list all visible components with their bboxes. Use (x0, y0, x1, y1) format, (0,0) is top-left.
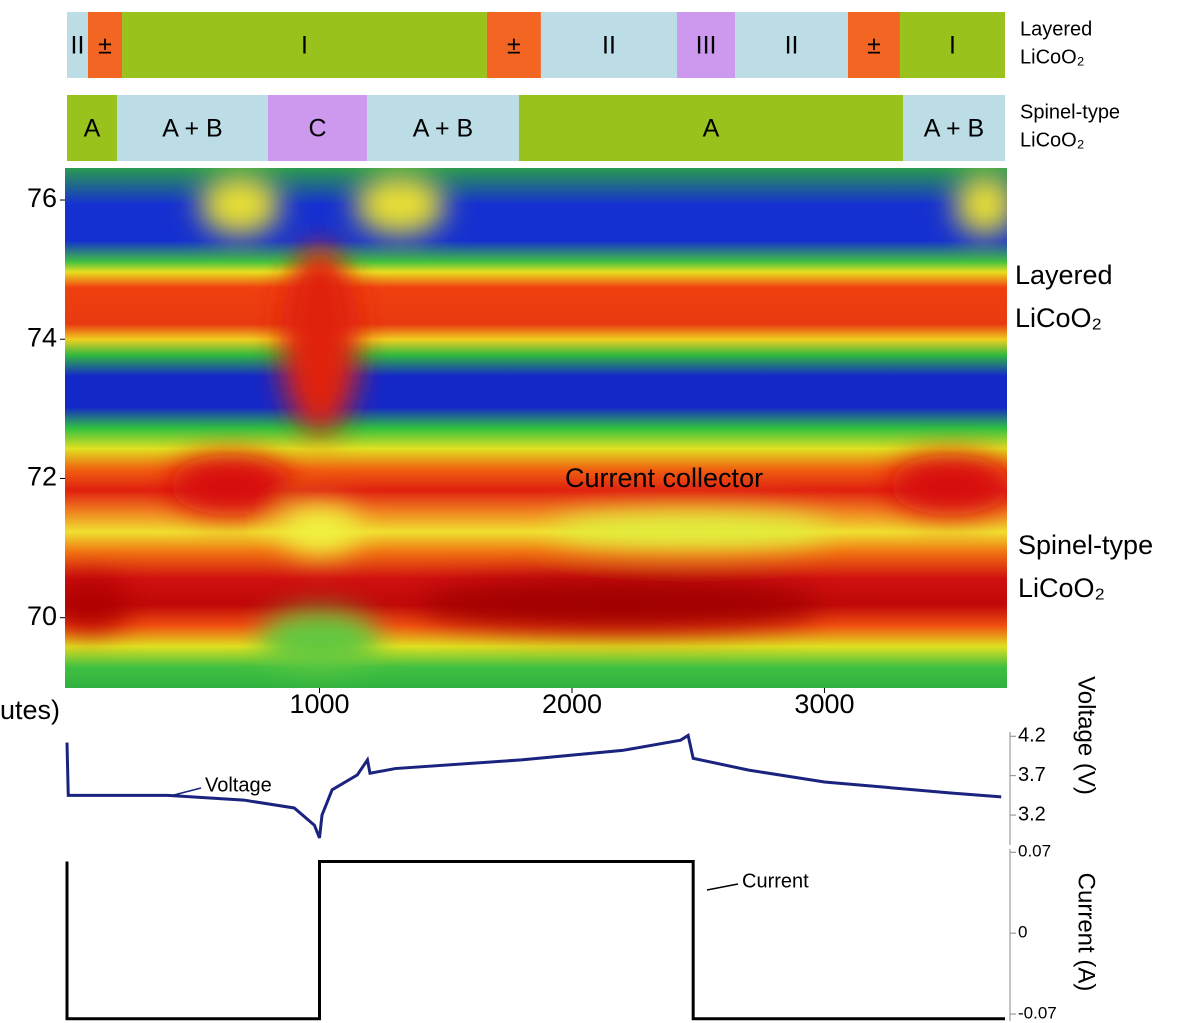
phase-label: II (602, 32, 616, 60)
phase-label: A + B (924, 115, 984, 143)
phase-label: A (703, 115, 720, 143)
phase-segment (518, 95, 903, 161)
y-tick-label: 3.7 (1018, 764, 1046, 786)
phase-title: Spinel-type (1020, 101, 1120, 123)
phase-segment (486, 12, 541, 78)
phase-label: I (949, 32, 956, 60)
y-tick-label: 3.2 (1018, 803, 1046, 825)
y-tick-label: -0.07 (1018, 1004, 1057, 1023)
y-tick-label: 0 (1018, 923, 1027, 942)
series-label: Voltage (205, 774, 272, 796)
y-tick-label: 4.2 (1018, 725, 1046, 747)
phase-label: A (84, 115, 101, 143)
phase-label: II (71, 32, 85, 60)
phase-label: ± (98, 32, 112, 60)
series-line (65, 859, 1005, 1021)
phase-label: ± (507, 32, 521, 60)
y-tick-label: 72 (27, 462, 57, 492)
annotation-arrow (169, 787, 202, 797)
annotation: Current collector (565, 463, 763, 493)
x-tick-label: 1000 (289, 689, 349, 719)
phase-label: II (785, 32, 799, 60)
phase-segment (677, 12, 736, 78)
phase-label: ± (867, 32, 881, 60)
annotation: Spinel-type (1018, 530, 1153, 560)
y-tick-label: 0.07 (1018, 842, 1051, 861)
phase-title: LiCoO₂ (1020, 46, 1084, 68)
phase-label: III (696, 32, 717, 60)
y-tick-label: 70 (27, 601, 57, 631)
x-tick-label: 2000 (542, 689, 602, 719)
phase-segment (67, 95, 117, 161)
phase-segment (540, 12, 678, 78)
annotation: LiCoO₂ (1018, 573, 1105, 603)
y-tick-label: 76 (27, 183, 57, 213)
phase-segment (67, 12, 88, 78)
phase-segment (116, 95, 268, 161)
phase-segment (366, 95, 519, 161)
phase-segment (847, 12, 900, 78)
heatmap (65, 168, 1007, 688)
x-tick-label: 3000 (794, 689, 854, 719)
annotation-arrow (706, 883, 739, 891)
phase-segment (902, 95, 1005, 161)
phase-label: I (301, 32, 308, 60)
y-axis-label: Current (A) (1073, 873, 1100, 992)
series-label: Current (742, 870, 809, 892)
phase-title: Layered (1020, 18, 1092, 40)
phase-segment (267, 95, 367, 161)
phase-segment (122, 12, 487, 78)
x-axis-label: utes) (0, 695, 60, 725)
y-tick-label: 74 (27, 322, 57, 352)
series-line (65, 733, 1002, 839)
phase-title: LiCoO₂ (1020, 129, 1084, 151)
phase-label: A + B (413, 115, 473, 143)
annotation: Layered (1015, 260, 1113, 290)
phase-label: A + B (162, 115, 222, 143)
phase-segment (735, 12, 848, 78)
phase-segment (87, 12, 123, 78)
y-axis-label: Voltage (V) (1073, 676, 1100, 795)
phase-label: C (308, 115, 326, 143)
annotation: LiCoO₂ (1015, 303, 1102, 333)
phase-segment (899, 12, 1005, 78)
